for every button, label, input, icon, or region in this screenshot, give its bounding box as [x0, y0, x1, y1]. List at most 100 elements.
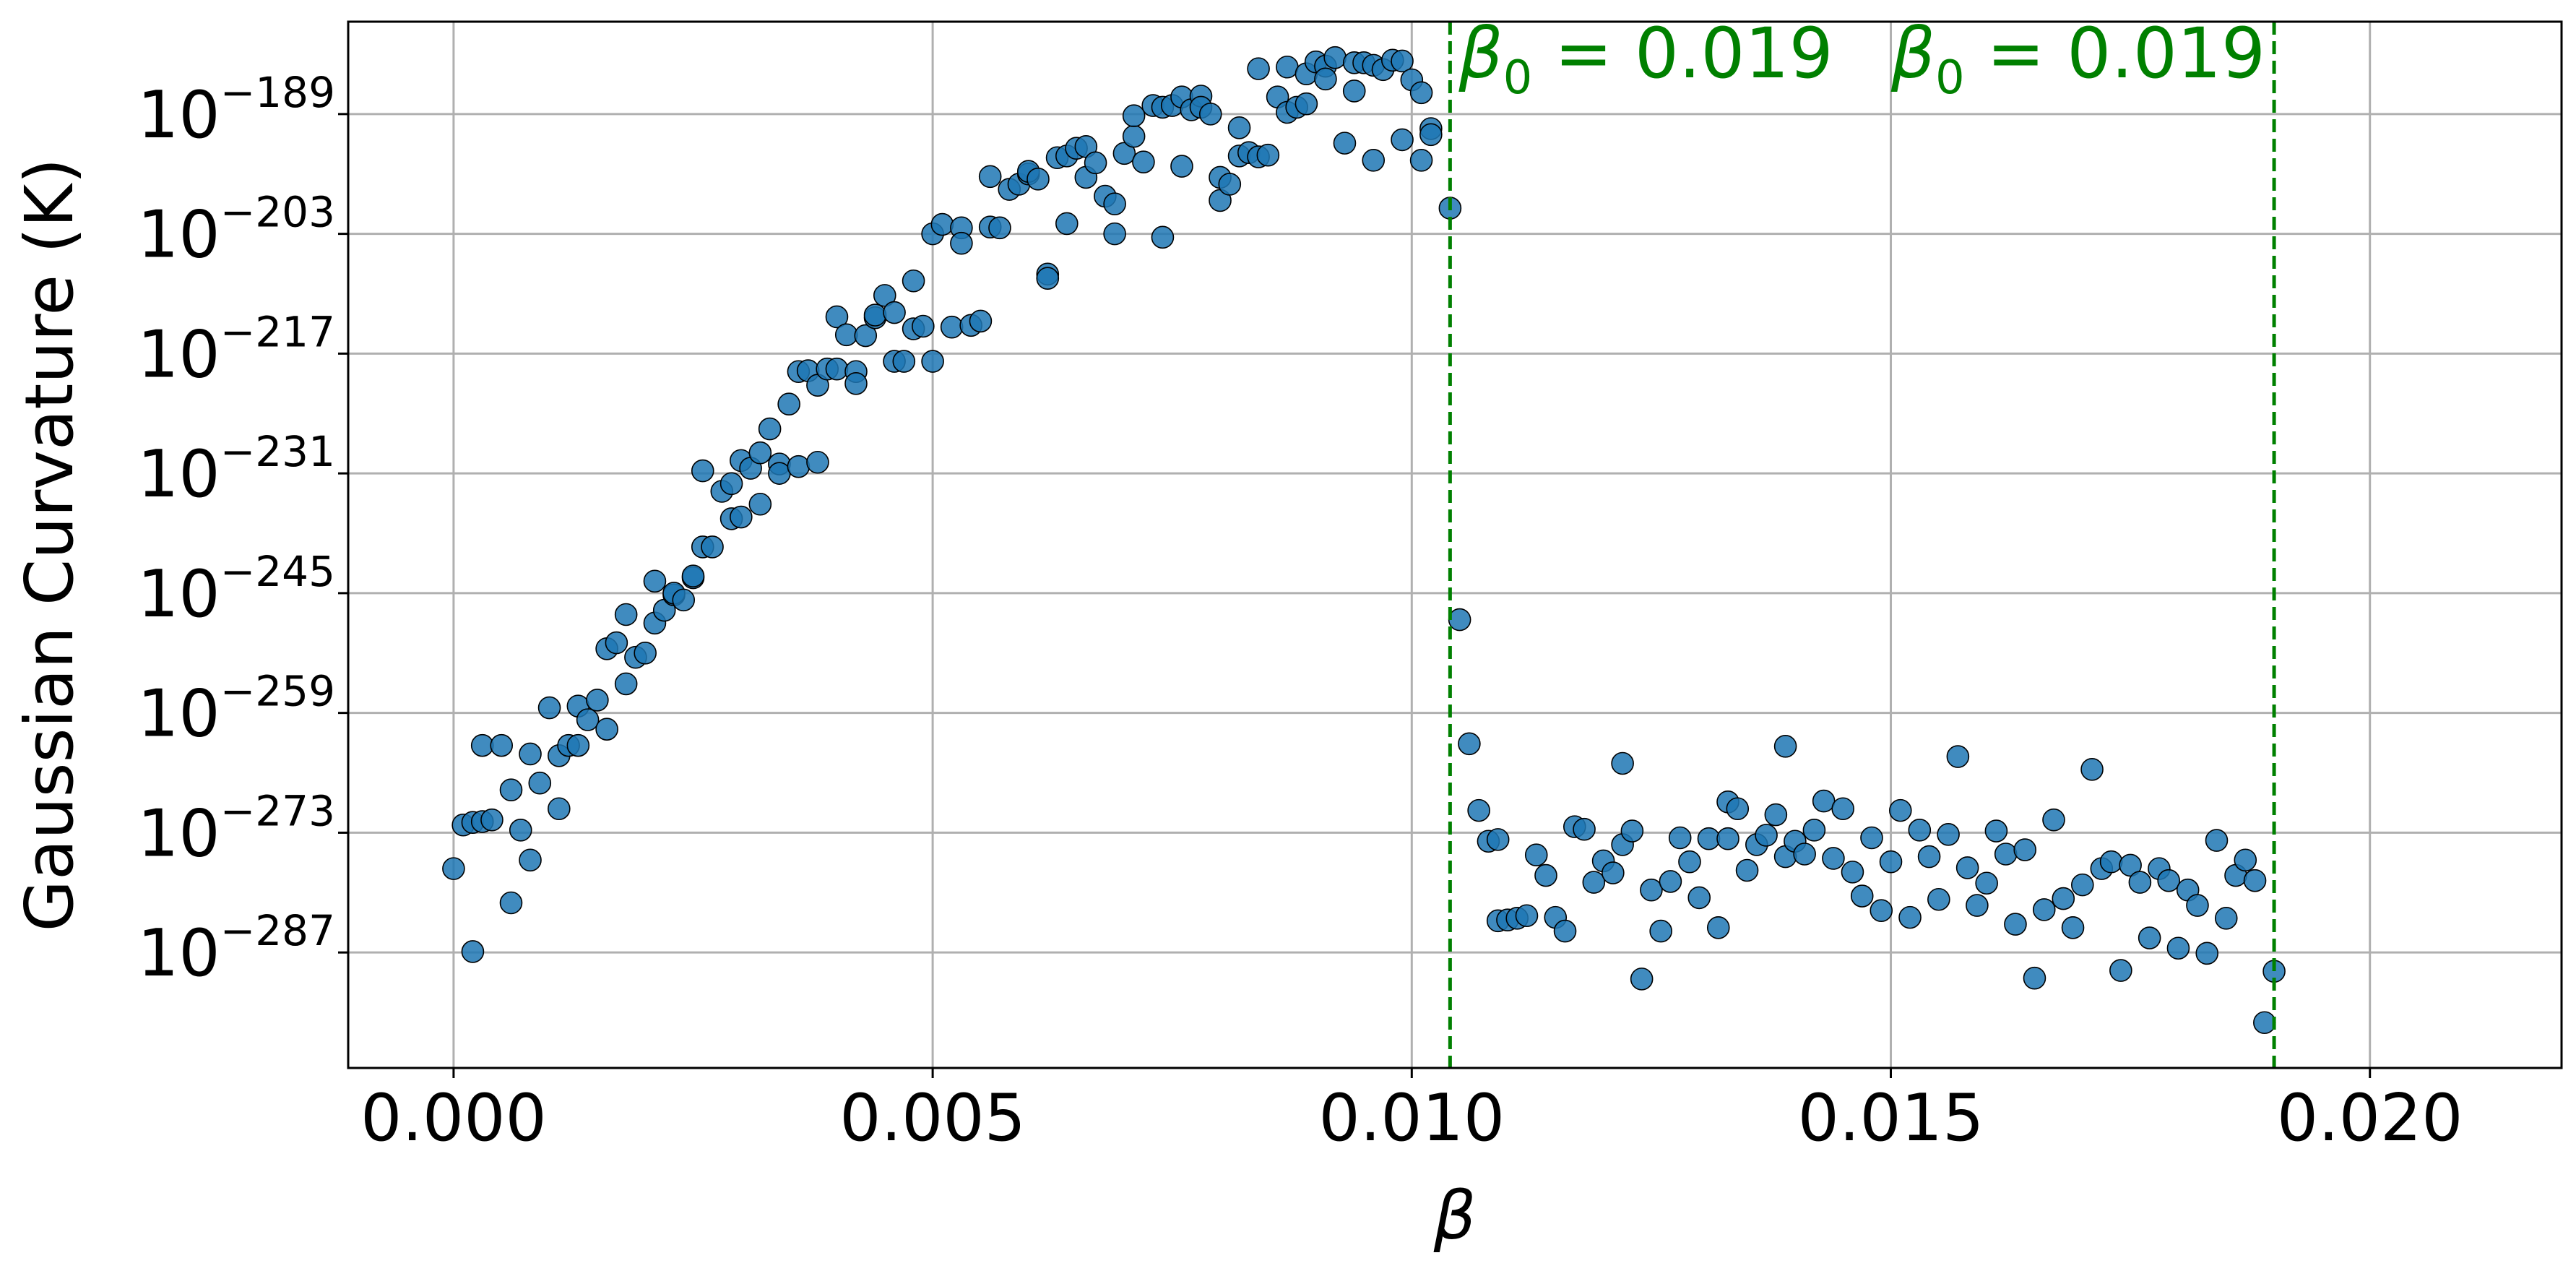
data-point — [519, 742, 542, 766]
data-point — [605, 631, 628, 655]
scatter-points — [442, 46, 2286, 1035]
data-point — [863, 303, 887, 327]
data-point — [595, 718, 618, 741]
data-point — [902, 269, 925, 293]
data-point — [1122, 124, 1146, 148]
data-point — [2052, 887, 2075, 910]
data-point — [1323, 46, 1347, 69]
data-point — [1103, 192, 1126, 215]
data-point — [2157, 869, 2180, 892]
data-point — [2214, 907, 2238, 930]
data-point — [1486, 828, 1510, 851]
data-point — [643, 569, 667, 593]
data-point — [1055, 212, 1079, 236]
data-point — [1409, 149, 1433, 172]
data-point — [2099, 850, 2123, 874]
data-point — [1611, 751, 1634, 775]
data-point — [2138, 926, 2161, 949]
data-point — [1841, 861, 1864, 884]
data-point — [2253, 1011, 2276, 1035]
data-point — [490, 733, 514, 757]
data-point — [672, 588, 696, 612]
x-tick-label: 0.000 — [360, 1080, 547, 1156]
data-point — [1620, 819, 1644, 843]
x-axis-ticks: 0.000 0.005 0.010 0.015 0.020 — [360, 1068, 2463, 1156]
data-point — [1706, 916, 1730, 939]
data-point — [2061, 916, 2085, 939]
data-point — [2186, 894, 2209, 917]
data-point — [528, 771, 552, 795]
data-point — [1984, 819, 2008, 843]
data-point — [1333, 132, 1357, 155]
data-point — [2013, 838, 2037, 861]
data-point — [825, 357, 849, 381]
data-point — [586, 689, 609, 712]
data-point — [2032, 898, 2056, 921]
data-point — [1026, 168, 1050, 191]
data-point — [614, 603, 638, 626]
data-point — [969, 309, 993, 333]
data-point — [499, 891, 523, 915]
data-point — [2128, 871, 2152, 894]
data-point — [1419, 123, 1443, 147]
data-point — [2023, 966, 2046, 990]
data-point — [978, 165, 1002, 189]
data-point — [1793, 843, 1816, 866]
data-point — [2195, 942, 2219, 965]
y-axis-label: Gaussian Curvature (K) — [11, 158, 88, 932]
grid — [348, 22, 2562, 1068]
y-tick-label: 10−273 — [137, 786, 335, 871]
data-point — [940, 315, 964, 339]
data-point — [748, 441, 772, 465]
data-point — [988, 216, 1011, 240]
data-point — [1582, 871, 1606, 894]
data-point — [1247, 57, 1270, 80]
data-point — [1362, 149, 1386, 172]
data-point — [2080, 757, 2104, 781]
data-point — [1112, 142, 1136, 165]
data-point — [2234, 848, 2257, 872]
data-point — [748, 492, 772, 516]
data-point — [1870, 899, 1893, 922]
data-point — [921, 350, 944, 373]
beta0-annotation: β0 = 0.019 — [1458, 13, 1833, 105]
data-point — [1218, 173, 1242, 196]
data-point — [1850, 884, 1874, 908]
data-point — [1227, 116, 1251, 139]
data-point — [1726, 797, 1750, 821]
y-axis-ticks: 10−189 10−203 10−217 10−231 10−245 10−259 10−2… — [137, 68, 348, 991]
data-point — [787, 454, 811, 478]
data-point — [1276, 55, 1299, 79]
y-tick-label: 10−259 — [137, 667, 335, 752]
data-point — [1812, 789, 1836, 813]
data-point — [499, 778, 523, 802]
data-point — [2004, 913, 2027, 936]
data-point — [1888, 798, 1912, 822]
data-point — [1602, 861, 1625, 884]
data-point — [930, 212, 954, 236]
data-point — [1764, 803, 1788, 827]
data-point — [1573, 817, 1596, 841]
data-point — [480, 808, 503, 832]
data-point — [2109, 959, 2132, 982]
data-point — [719, 472, 743, 496]
data-point — [883, 301, 906, 324]
data-point — [950, 231, 973, 255]
data-point — [1975, 871, 1998, 895]
data-point — [1659, 870, 1682, 893]
data-point — [1122, 104, 1146, 128]
x-tick-label: 0.005 — [839, 1080, 1026, 1156]
data-point — [1994, 843, 2018, 866]
data-point — [1668, 826, 1692, 850]
data-point — [2166, 936, 2190, 960]
data-point — [470, 733, 494, 757]
data-point — [461, 940, 485, 963]
data-point — [1391, 128, 1414, 152]
data-point — [768, 462, 791, 485]
data-point — [1391, 49, 1414, 73]
data-point — [548, 797, 571, 821]
data-point — [1966, 894, 1989, 917]
data-point — [844, 372, 868, 395]
data-point — [1716, 827, 1739, 850]
data-point — [1534, 863, 1557, 887]
